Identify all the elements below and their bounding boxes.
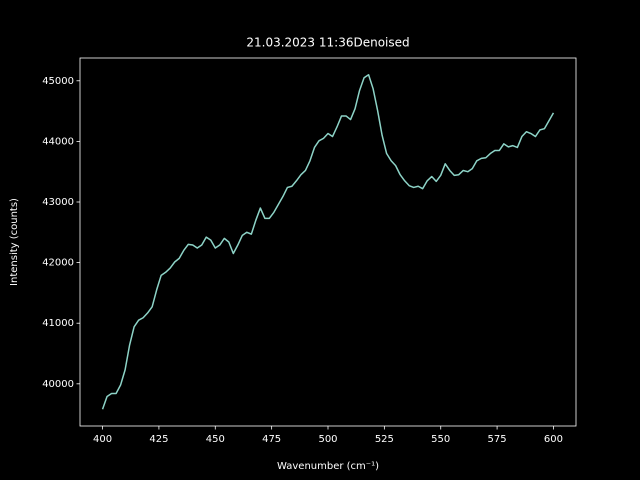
x-tick-label: 525 xyxy=(375,434,394,445)
x-tick-label: 400 xyxy=(93,434,112,445)
data-line xyxy=(101,73,555,410)
y-tick-label: 44000 xyxy=(42,136,74,147)
x-axis-label: Wavenumber (cm⁻¹) xyxy=(277,461,379,472)
y-tick-label: 41000 xyxy=(42,318,74,329)
x-tick-label: 450 xyxy=(206,434,225,445)
x-tick-label: 475 xyxy=(262,434,281,445)
y-tick-label: 45000 xyxy=(42,76,74,87)
x-tick-label: 500 xyxy=(318,434,337,445)
x-tick-label: 550 xyxy=(431,434,450,445)
plot-frame xyxy=(79,57,577,427)
x-tick-label: 575 xyxy=(488,434,507,445)
y-tick-label: 43000 xyxy=(42,197,74,208)
y-tick-label: 42000 xyxy=(42,258,74,269)
chart-title: 21.03.2023 11:36Denoised xyxy=(246,36,409,50)
x-tick-label: 600 xyxy=(544,434,563,445)
y-tick-label: 40000 xyxy=(42,379,74,390)
y-axis-label: Intensity (counts) xyxy=(9,198,20,286)
x-tick-label: 425 xyxy=(149,434,168,445)
